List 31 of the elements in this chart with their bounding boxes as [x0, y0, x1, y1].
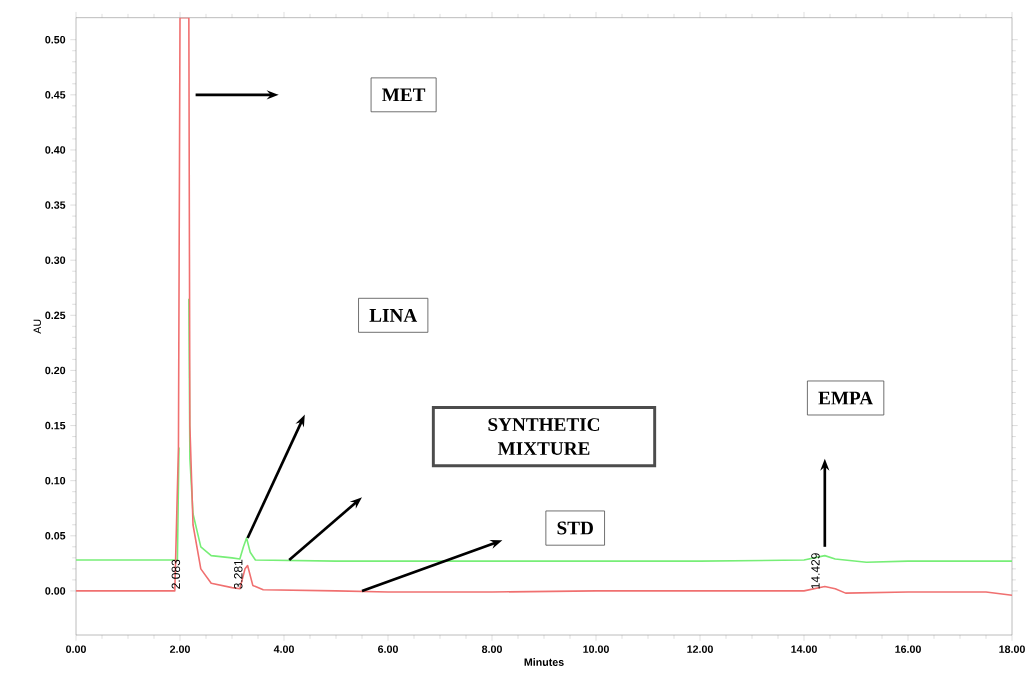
annotation: LINA	[369, 308, 418, 322]
y-tick-label: 0.05	[45, 532, 66, 540]
annotation: 2.083	[171, 559, 181, 589]
x-tick-label: 12.00	[687, 645, 713, 653]
annotation: MET	[382, 88, 426, 102]
x-tick-label: 8.00	[481, 645, 502, 653]
y-tick-label: 0.20	[45, 366, 66, 375]
x-tick-label: 10.00	[583, 645, 609, 653]
x-tick-label: 14.00	[791, 645, 817, 653]
y-tick-label: 0.35	[45, 201, 66, 209]
x-tick-label: 18.00	[999, 645, 1025, 653]
x-tick-label: 0.00	[66, 645, 86, 653]
annotation: 14.429	[811, 553, 820, 589]
x-tick-label: 4.00	[273, 645, 294, 653]
y-tick-label: 0.40	[45, 146, 66, 154]
x-tick-label: 2.00	[170, 645, 190, 653]
annotation: SYNTHETIC MIXTURE	[488, 418, 600, 456]
y-tick-label: 0.25	[45, 311, 66, 320]
annotation: STD	[557, 521, 593, 535]
y-tick-label: 0.45	[45, 91, 66, 99]
y-tick-label: 0.30	[45, 256, 66, 264]
y-tick-label: 0.10	[45, 476, 66, 485]
x-axis-title: Minutes	[524, 658, 564, 666]
x-tick-label: 6.00	[378, 645, 398, 653]
x-tick-label: 16.00	[895, 645, 921, 653]
y-axis-title: AU	[33, 319, 42, 334]
y-tick-label: 0.00	[45, 587, 66, 595]
annotation: EMPA	[818, 391, 874, 405]
annotation: 3.281	[233, 559, 243, 589]
y-tick-label: 0.50	[45, 35, 66, 44]
y-tick-label: 0.15	[45, 421, 66, 430]
